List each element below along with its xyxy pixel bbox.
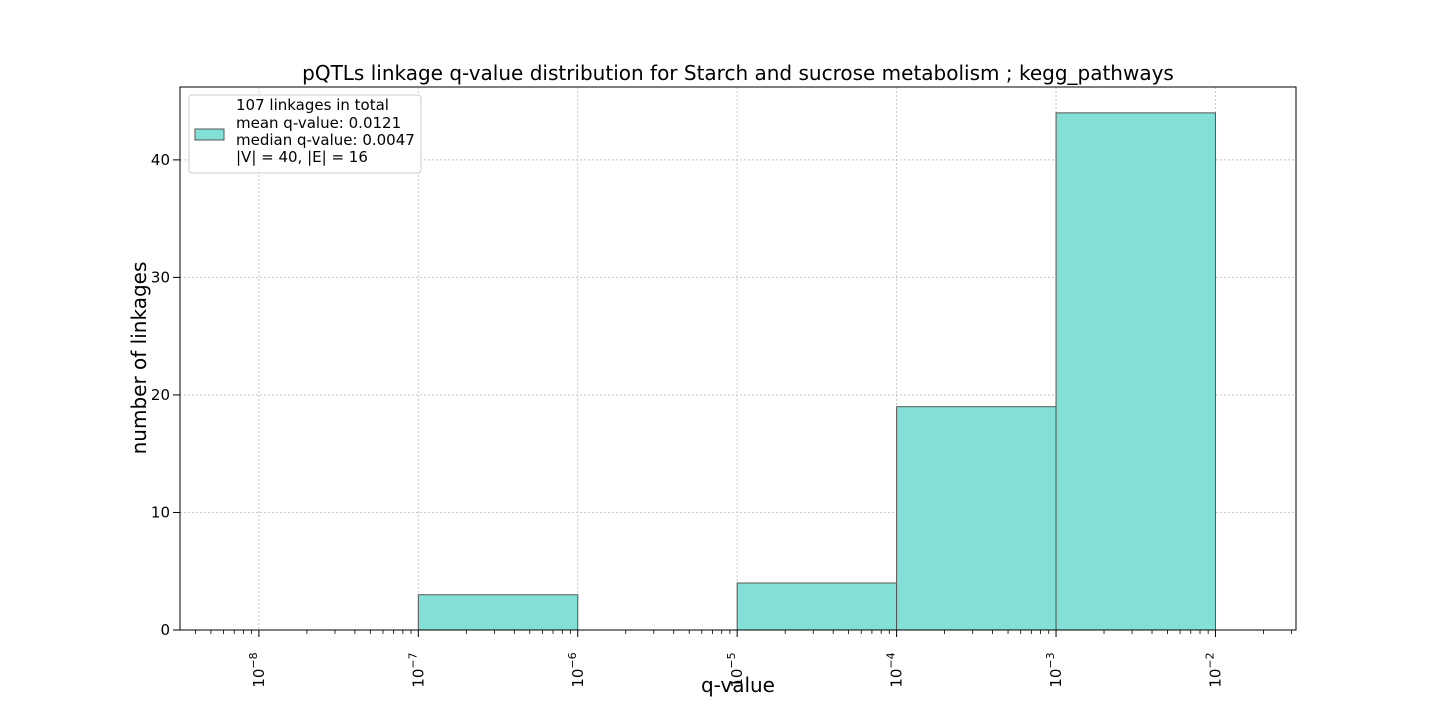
x-axis-ticks: 10−8 10−7 10−6 10−5 10−4 10−3 10−2	[195, 630, 1292, 688]
legend-line-1: 107 linkages in total	[236, 96, 389, 114]
histogram-bar	[417, 594, 579, 631]
histogram-bar	[896, 406, 1057, 631]
x-axis-label: q-value	[701, 673, 775, 697]
legend: 107 linkages in total mean q-value: 0.01…	[188, 94, 422, 174]
x-tick-label: 10−7	[406, 652, 427, 687]
y-tick-label: 30	[151, 268, 170, 286]
legend-frame	[188, 94, 422, 174]
y-axis-ticks: 0 10 20 30 40	[151, 151, 180, 639]
legend-line-4: |V| = 40, |E| = 16	[236, 148, 368, 166]
y-tick-label: 40	[151, 151, 170, 169]
y-axis-label: number of linkages	[127, 262, 151, 455]
histogram-bar	[736, 582, 898, 631]
chart-title: pQTLs linkage q-value distribution for S…	[302, 61, 1174, 85]
legend-swatch	[194, 128, 225, 141]
x-tick-label: 10−8	[247, 652, 268, 687]
x-tick-label: 10−6	[566, 652, 587, 687]
legend-line-3: median q-value: 0.0047	[236, 131, 415, 149]
bars	[417, 112, 1216, 631]
histogram-bar	[1055, 112, 1216, 631]
x-tick-label: 10−5	[725, 652, 746, 687]
x-tick-label: 10−4	[885, 652, 906, 687]
legend-line-2: mean q-value: 0.0121	[236, 114, 401, 132]
y-tick-label: 10	[151, 503, 170, 521]
x-tick-label: 10−2	[1203, 652, 1224, 687]
plot-frame	[179, 86, 1297, 631]
x-tick-label: 10−3	[1044, 652, 1065, 687]
y-tick-label: 0	[160, 621, 170, 639]
y-tick-label: 20	[151, 386, 170, 404]
